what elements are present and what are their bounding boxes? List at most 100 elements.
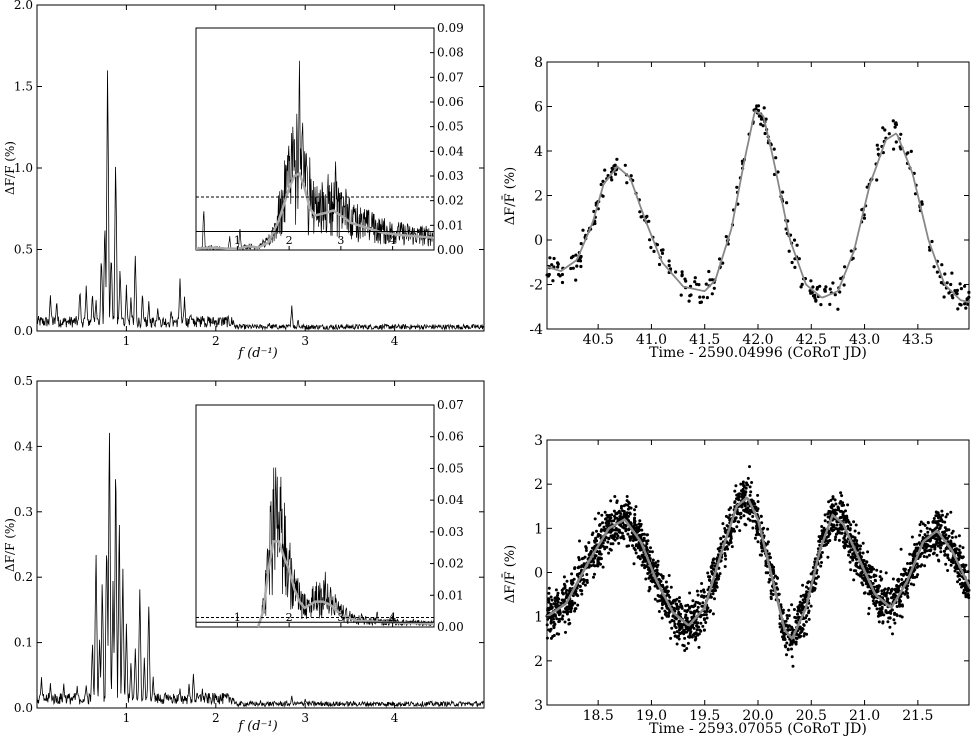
data-point — [616, 519, 620, 522]
data-point — [739, 482, 743, 486]
data-point — [569, 602, 573, 606]
data-point — [820, 525, 824, 528]
y-tick-label: 0.5 — [14, 243, 33, 257]
data-point — [843, 515, 847, 519]
data-point — [936, 516, 940, 520]
data-point — [867, 564, 871, 568]
spectrum-line — [36, 70, 485, 331]
axis-ticks: 1 2 3 4 0.0 0.5 1.0 1.5 2.0 — [14, 0, 484, 348]
data-point — [627, 500, 631, 504]
data-point — [893, 612, 896, 616]
data-point — [576, 566, 580, 570]
data-point — [696, 605, 700, 609]
data-point — [790, 627, 794, 631]
data-point — [577, 558, 581, 562]
data-point — [800, 606, 804, 610]
inset-y-tick-label: 0.06 — [437, 430, 464, 444]
y-tick-label: -4 — [529, 322, 543, 338]
data-point — [856, 548, 860, 552]
data-point — [882, 592, 886, 596]
data-point — [613, 163, 617, 167]
data-point — [867, 606, 871, 610]
inset-x-tick-label: 1 — [234, 234, 241, 247]
data-point — [556, 596, 560, 600]
data-point — [550, 263, 554, 267]
data-point — [955, 292, 959, 296]
data-point — [716, 547, 720, 551]
data-point — [928, 527, 932, 531]
data-point — [733, 489, 737, 493]
y-tick-label: 0.4 — [14, 439, 33, 453]
data-point — [564, 630, 567, 634]
data-point — [886, 620, 890, 624]
data-point — [574, 253, 578, 257]
data-point — [860, 581, 864, 585]
x-tick-label: 18.5 — [583, 708, 614, 724]
data-point — [881, 621, 885, 625]
data-point — [597, 556, 601, 560]
inset-frame — [195, 27, 435, 251]
data-point — [871, 599, 875, 603]
data-point — [562, 575, 566, 579]
data-point — [913, 549, 917, 553]
data-point — [593, 554, 597, 558]
data-point — [659, 595, 663, 599]
data-point — [894, 121, 898, 125]
data-point — [897, 584, 901, 588]
data-point — [761, 527, 765, 531]
data-point — [847, 553, 850, 557]
data-point — [852, 552, 856, 556]
data-point — [814, 298, 818, 302]
y-tick-label: 0 — [534, 566, 543, 582]
data-point — [546, 617, 550, 621]
data-point — [857, 573, 861, 577]
data-point — [686, 641, 690, 645]
data-point — [891, 632, 894, 636]
data-point — [799, 626, 803, 630]
data-point — [925, 555, 929, 559]
data-point — [734, 484, 738, 488]
data-point — [935, 553, 939, 557]
data-point — [785, 201, 789, 205]
x-tick-label: 4 — [391, 334, 399, 348]
data-point — [614, 511, 618, 515]
data-point — [940, 263, 944, 267]
data-point — [868, 567, 872, 571]
data-point — [740, 489, 743, 493]
data-point — [587, 541, 591, 545]
data-point — [939, 546, 943, 550]
data-point — [811, 285, 815, 289]
data-point — [848, 550, 852, 554]
data-point — [832, 523, 836, 527]
data-point — [842, 283, 846, 287]
data-point — [787, 249, 791, 253]
data-point — [638, 210, 642, 214]
data-point — [595, 529, 598, 533]
data-point — [581, 228, 585, 232]
data-point — [690, 604, 694, 608]
data-point — [866, 550, 870, 554]
data-point — [545, 623, 549, 627]
data-point — [700, 594, 704, 598]
data-point — [591, 559, 595, 563]
data-point — [620, 531, 624, 535]
data-point — [865, 185, 869, 189]
data-point — [696, 593, 700, 597]
data-point — [612, 509, 616, 513]
y-tick-label: 2 — [534, 477, 543, 493]
data-point — [798, 603, 802, 607]
y-tick-label: 3 — [534, 698, 543, 714]
data-point — [655, 568, 659, 572]
data-point — [913, 192, 918, 196]
data-point — [710, 292, 714, 296]
data-point — [606, 540, 610, 544]
data-point — [944, 515, 948, 519]
data-point — [957, 534, 961, 538]
inset-x-tick-label: 3 — [337, 234, 344, 247]
data-point — [661, 576, 665, 580]
spectrum-line — [36, 432, 485, 708]
data-point — [551, 279, 555, 283]
data-point — [887, 586, 891, 590]
data-point — [813, 557, 817, 561]
data-point — [747, 509, 751, 513]
